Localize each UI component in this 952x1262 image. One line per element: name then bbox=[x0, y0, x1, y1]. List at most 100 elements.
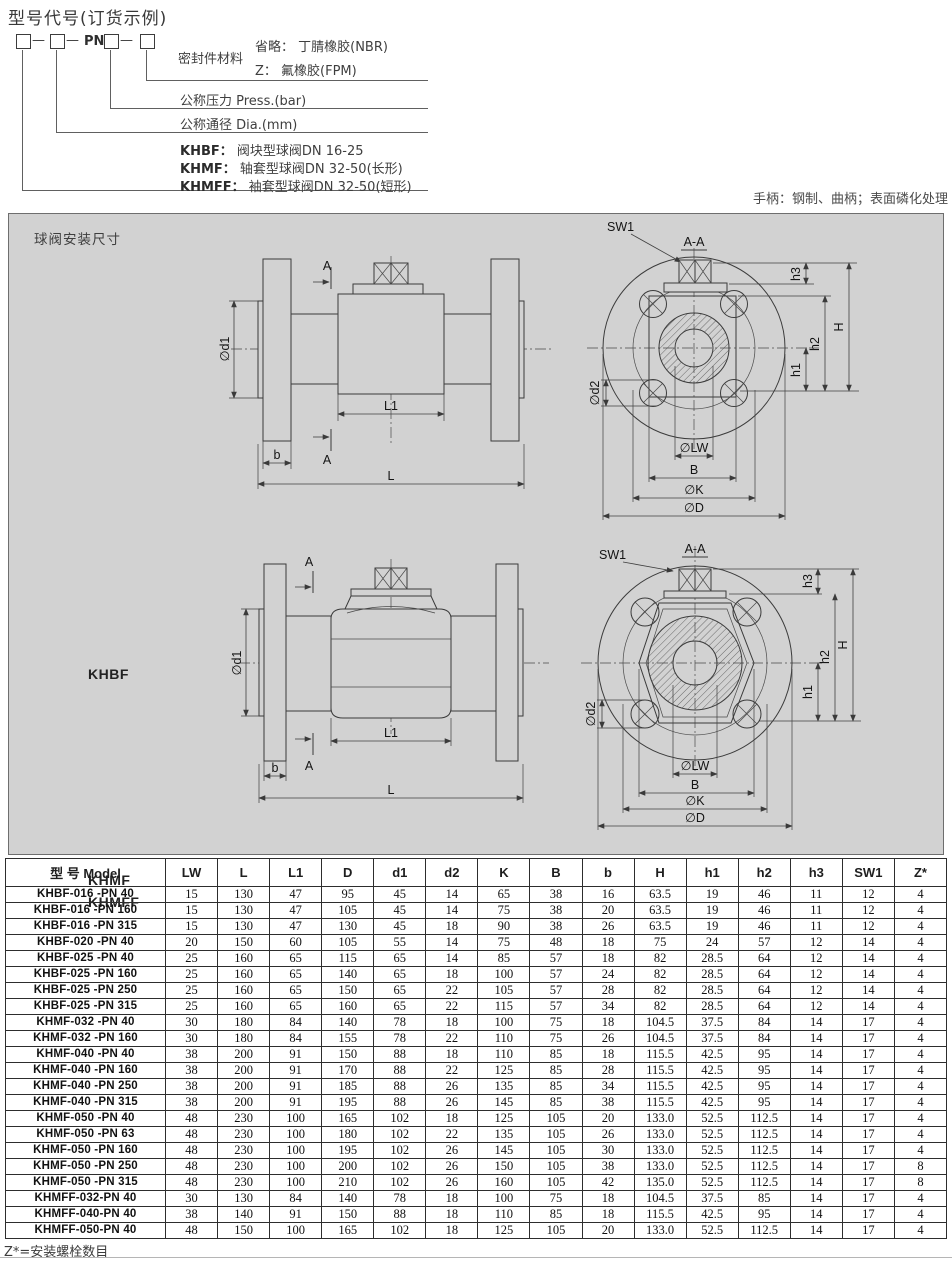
value-cell: 4 bbox=[893, 1110, 948, 1127]
value-cell: 65 bbox=[269, 950, 323, 967]
col-header: H bbox=[633, 858, 687, 887]
value-cell: 84 bbox=[269, 1190, 323, 1207]
value-cell: 20 bbox=[581, 1222, 635, 1239]
model-line-khmf: KHMF： 轴套型球阀DN 32-50(长形) bbox=[180, 158, 403, 177]
model-cell: KHMF-050 -PN 250 bbox=[5, 1158, 166, 1175]
value-cell: 14 bbox=[789, 1078, 843, 1095]
khbf-side-view: A A ∅d1 L1 b L bbox=[218, 256, 551, 489]
value-cell: 65 bbox=[269, 998, 323, 1015]
value-cell: 155 bbox=[321, 1030, 375, 1047]
value-cell: 75 bbox=[477, 902, 531, 919]
dim-label-h3: h3 bbox=[801, 574, 815, 588]
connector-line bbox=[56, 50, 57, 132]
code-dash-3: — bbox=[120, 33, 133, 48]
value-cell: 115.5 bbox=[633, 1094, 687, 1111]
value-cell: 85 bbox=[529, 1206, 583, 1223]
value-cell: 91 bbox=[269, 1078, 323, 1095]
value-cell: 84 bbox=[737, 1014, 791, 1031]
value-cell: 230 bbox=[217, 1142, 271, 1159]
value-cell: 47 bbox=[269, 918, 323, 935]
value-cell: 78 bbox=[373, 1030, 427, 1047]
valve-technical-drawing: A A ∅d1 L1 b L A-A bbox=[218, 220, 861, 830]
value-cell: 230 bbox=[217, 1158, 271, 1175]
value-cell: 14 bbox=[789, 1030, 843, 1047]
value-cell: 160 bbox=[217, 998, 271, 1015]
value-cell: 115.5 bbox=[633, 1062, 687, 1079]
value-cell: 14 bbox=[789, 1190, 843, 1207]
table-row: KHMF-050 -PN 160 48 230 100 195 102 26 145 105 30… bbox=[5, 1142, 948, 1159]
value-cell: 4 bbox=[893, 934, 948, 951]
value-cell: 57 bbox=[529, 950, 583, 967]
value-cell: 160 bbox=[217, 982, 271, 999]
value-cell: 26 bbox=[581, 918, 635, 935]
value-cell: 100 bbox=[269, 1222, 323, 1239]
value-cell: 4 bbox=[893, 1078, 948, 1095]
value-cell: 95 bbox=[737, 1206, 791, 1223]
value-cell: 45 bbox=[373, 902, 427, 919]
value-cell: 48 bbox=[164, 1158, 219, 1175]
value-cell: 102 bbox=[373, 1142, 427, 1159]
table-row: KHBF-025 -PN 160 25 160 65 140 65 18 100 57 24 82 2… bbox=[5, 966, 948, 983]
value-cell: 17 bbox=[841, 1126, 895, 1143]
col-header: B bbox=[529, 858, 583, 887]
table-row: KHBF-016 -PN 40 15 130 47 95 45 14 65 38 16 63.5 19… bbox=[5, 886, 948, 903]
value-cell: 18 bbox=[425, 966, 479, 983]
value-cell: 91 bbox=[269, 1094, 323, 1111]
value-cell: 18 bbox=[425, 1110, 479, 1127]
value-cell: 12 bbox=[789, 982, 843, 999]
page-title: 型号代号(订货示例) bbox=[8, 9, 168, 29]
value-cell: 65 bbox=[373, 966, 427, 983]
value-cell: 102 bbox=[373, 1174, 427, 1191]
value-cell: 210 bbox=[321, 1174, 375, 1191]
col-header: SW1 bbox=[841, 858, 895, 887]
value-cell: 4 bbox=[893, 1206, 948, 1223]
dim-label-b: b bbox=[272, 761, 279, 775]
value-cell: 200 bbox=[217, 1078, 271, 1095]
value-cell: 30 bbox=[164, 1190, 219, 1207]
value-cell: 63.5 bbox=[633, 902, 687, 919]
value-cell: 135.0 bbox=[633, 1174, 687, 1191]
value-cell: 88 bbox=[373, 1094, 427, 1111]
value-cell: 112.5 bbox=[737, 1110, 791, 1127]
value-cell: 145 bbox=[477, 1142, 531, 1159]
dim-label-K: ∅K bbox=[684, 483, 704, 497]
value-cell: 25 bbox=[164, 982, 219, 999]
value-cell: 12 bbox=[789, 950, 843, 967]
value-cell: 82 bbox=[633, 998, 687, 1015]
value-cell: 52.5 bbox=[685, 1126, 739, 1143]
value-cell: 14 bbox=[425, 886, 479, 903]
value-cell: 42.5 bbox=[685, 1078, 739, 1095]
table-footnote: Z*=安装螺栓数目 bbox=[4, 1245, 109, 1260]
value-cell: 28 bbox=[581, 982, 635, 999]
diameter-label: 公称通径 Dia.(mm) bbox=[180, 118, 298, 133]
khmf-side-view: A A ∅d1 L1 b L bbox=[230, 555, 549, 803]
dim-label-h1: h1 bbox=[801, 685, 815, 699]
value-cell: 38 bbox=[164, 1062, 219, 1079]
value-cell: 64 bbox=[737, 998, 791, 1015]
value-cell: 18 bbox=[425, 1190, 479, 1207]
model-cell: KHBF-025 -PN 315 bbox=[5, 998, 166, 1015]
value-cell: 102 bbox=[373, 1126, 427, 1143]
value-cell: 195 bbox=[321, 1142, 375, 1159]
value-cell: 112.5 bbox=[737, 1126, 791, 1143]
value-cell: 4 bbox=[893, 966, 948, 983]
value-cell: 133.0 bbox=[633, 1158, 687, 1175]
value-cell: 100 bbox=[477, 1014, 531, 1031]
value-cell: 18 bbox=[581, 950, 635, 967]
value-cell: 85 bbox=[529, 1062, 583, 1079]
value-cell: 42.5 bbox=[685, 1094, 739, 1111]
connector-line bbox=[22, 190, 428, 191]
value-cell: 65 bbox=[373, 982, 427, 999]
table-row: KHMF-040 -PN 40 38 200 91 150 88 18 110 85 18 115.… bbox=[5, 1046, 948, 1063]
value-cell: 57 bbox=[529, 998, 583, 1015]
value-cell: 18 bbox=[425, 918, 479, 935]
value-cell: 165 bbox=[321, 1222, 375, 1239]
value-cell: 200 bbox=[217, 1062, 271, 1079]
value-cell: 105 bbox=[529, 1142, 583, 1159]
table-row: KHMF-040 -PN 160 38 200 91 170 88 22 125 85 28 115… bbox=[5, 1062, 948, 1079]
value-cell: 48 bbox=[164, 1142, 219, 1159]
dim-label-d1: ∅d1 bbox=[230, 651, 244, 676]
value-cell: 110 bbox=[477, 1046, 531, 1063]
value-cell: 17 bbox=[841, 1158, 895, 1175]
value-cell: 88 bbox=[373, 1062, 427, 1079]
